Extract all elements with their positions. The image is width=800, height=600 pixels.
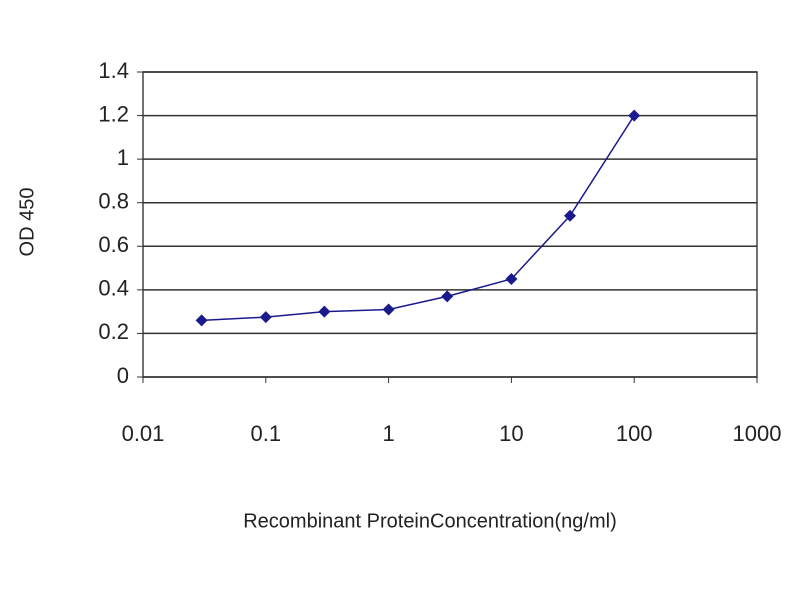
- data-point: [505, 272, 518, 285]
- y-tick-label: 1: [117, 145, 129, 170]
- plot-area: [142, 71, 758, 378]
- data-point: [195, 314, 208, 327]
- y-tick-label: 1.4: [98, 58, 129, 83]
- y-axis-label: OD 450: [16, 188, 38, 257]
- x-tick-label: 10: [499, 421, 523, 446]
- data-point: [382, 303, 395, 316]
- data-point: [628, 109, 641, 122]
- data-point: [318, 305, 331, 318]
- data-point: [259, 311, 272, 324]
- y-tick-label: 1.2: [98, 101, 129, 126]
- y-tick-label: 0: [117, 363, 129, 388]
- y-tick-label: 0.4: [98, 276, 129, 301]
- data-point: [441, 290, 454, 303]
- x-tick-label: 100: [616, 421, 653, 446]
- data-point: [563, 209, 576, 222]
- x-axis-label: Recombinant ProteinConcentration(ng/ml): [243, 510, 617, 532]
- x-tick-label: 1000: [733, 421, 782, 446]
- x-tick-label: 0.01: [122, 421, 165, 446]
- data-line: [201, 115, 635, 322]
- x-tick-label: 0.1: [251, 421, 282, 446]
- x-tick-label: 1: [382, 421, 394, 446]
- y-tick-label: 0.6: [98, 232, 129, 257]
- y-tick-label: 0.2: [98, 319, 129, 344]
- y-tick-label: 0.8: [98, 189, 129, 214]
